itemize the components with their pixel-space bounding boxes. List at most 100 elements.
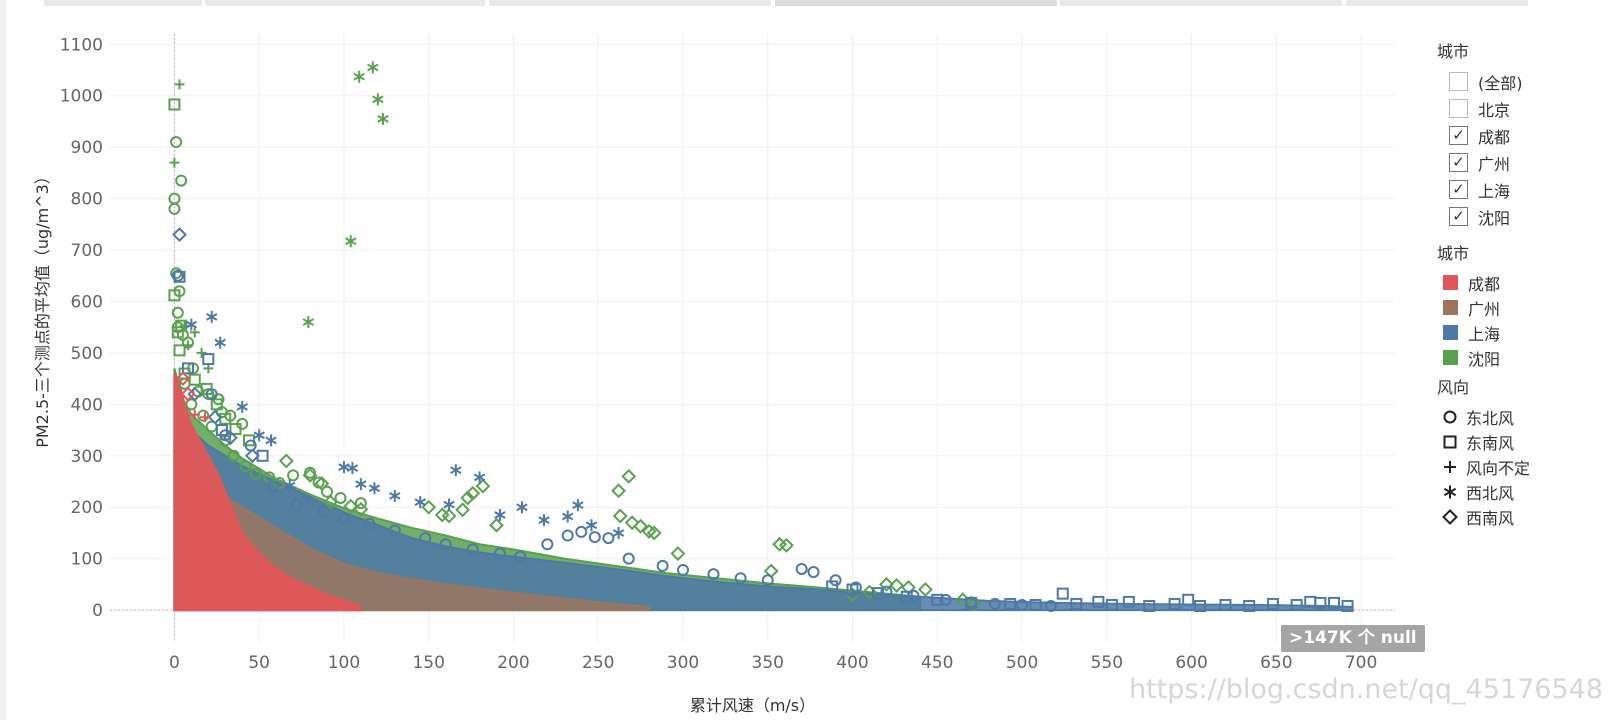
data-point[interactable] — [210, 398, 223, 411]
data-point[interactable] — [656, 559, 669, 572]
data-point[interactable] — [1105, 598, 1118, 611]
data-point[interactable] — [300, 493, 313, 506]
city-filter-item[interactable]: ✓ 上海 — [1437, 176, 1523, 203]
data-point[interactable] — [473, 471, 486, 484]
tab-segment[interactable] — [489, 0, 771, 6]
data-point[interactable] — [388, 524, 401, 537]
data-point[interactable] — [207, 409, 223, 425]
wind-shape-item[interactable]: 西北风 — [1437, 479, 1530, 504]
city-color-item[interactable]: 沈阳 — [1437, 345, 1500, 370]
data-point[interactable] — [355, 478, 367, 491]
data-point[interactable] — [889, 578, 905, 593]
data-point[interactable] — [175, 371, 191, 387]
data-point[interactable] — [377, 112, 389, 125]
data-point[interactable] — [290, 498, 303, 511]
city-color-item[interactable]: 广州 — [1437, 295, 1500, 320]
data-point[interactable] — [236, 400, 248, 413]
data-point[interactable] — [229, 423, 242, 436]
data-point[interactable] — [354, 497, 367, 510]
data-point[interactable] — [171, 326, 184, 339]
data-point[interactable] — [170, 267, 183, 280]
data-point[interactable] — [1290, 598, 1303, 611]
data-point[interactable] — [441, 508, 457, 524]
data-point[interactable] — [188, 373, 201, 386]
data-point[interactable] — [302, 467, 318, 483]
data-point[interactable] — [707, 568, 720, 581]
data-point[interactable] — [1314, 596, 1327, 609]
data-point[interactable] — [489, 517, 504, 533]
checkbox-checked-icon[interactable]: ✓ — [1449, 153, 1468, 172]
data-point[interactable] — [612, 508, 628, 524]
checkbox-checked-icon[interactable]: ✓ — [1449, 207, 1468, 226]
data-point[interactable] — [320, 485, 333, 498]
city-filter-item[interactable]: ✓ 广州 — [1437, 149, 1523, 176]
data-point[interactable] — [871, 587, 884, 600]
data-point[interactable] — [372, 93, 384, 106]
data-point[interactable] — [197, 409, 210, 422]
data-point[interactable] — [189, 327, 200, 338]
data-point[interactable] — [988, 597, 1001, 610]
data-point[interactable] — [1341, 599, 1354, 612]
data-point[interactable] — [202, 353, 215, 366]
data-point[interactable] — [414, 496, 426, 509]
data-point[interactable] — [171, 269, 184, 282]
data-point[interactable] — [337, 512, 350, 525]
data-point[interactable] — [189, 409, 200, 420]
wind-shape-item[interactable]: 东南风 — [1437, 429, 1530, 454]
data-point[interactable] — [879, 576, 894, 592]
data-point[interactable] — [826, 580, 839, 593]
data-point[interactable] — [602, 532, 615, 545]
data-point[interactable] — [646, 525, 662, 541]
data-point[interactable] — [302, 316, 315, 329]
tab-segment[interactable] — [205, 0, 485, 6]
data-point[interactable] — [1122, 595, 1135, 608]
data-point[interactable] — [622, 552, 635, 565]
data-point[interactable] — [611, 483, 626, 499]
city-filter-item[interactable]: (全部) — [1437, 68, 1523, 95]
tab-segment-active[interactable] — [775, 0, 1057, 6]
checkbox-checked-icon[interactable]: ✓ — [1449, 180, 1468, 199]
data-point[interactable] — [172, 227, 187, 243]
tab-segment[interactable] — [44, 0, 202, 6]
data-point[interactable] — [180, 386, 196, 402]
data-point[interactable] — [239, 460, 252, 473]
data-point[interactable] — [939, 593, 952, 606]
data-point[interactable] — [778, 537, 794, 553]
data-point[interactable] — [368, 482, 381, 495]
data-point[interactable] — [278, 453, 294, 469]
city-filter-item[interactable]: 北京 — [1437, 95, 1523, 122]
city-filter-item[interactable]: ✓ 成都 — [1437, 122, 1523, 149]
data-point[interactable] — [633, 518, 649, 534]
wind-shape-item[interactable]: 风向不定 — [1437, 454, 1530, 479]
wind-shape-item[interactable]: 西南风 — [1437, 504, 1530, 529]
city-filter-item[interactable]: ✓ 沈阳 — [1437, 203, 1523, 230]
data-point[interactable] — [450, 464, 462, 477]
data-point[interactable] — [168, 98, 181, 111]
data-point[interactable] — [283, 479, 296, 492]
data-point[interactable] — [1243, 599, 1256, 612]
data-point[interactable] — [880, 585, 893, 598]
data-point[interactable] — [846, 583, 859, 596]
data-point[interactable] — [346, 462, 359, 475]
data-point[interactable] — [443, 498, 455, 511]
data-point[interactable] — [1143, 599, 1156, 612]
checkbox-unchecked-icon[interactable] — [1449, 72, 1468, 91]
data-point[interactable] — [419, 532, 432, 545]
data-point[interactable] — [171, 306, 184, 319]
data-point[interactable] — [363, 517, 376, 530]
tab-segment[interactable] — [1346, 0, 1528, 6]
data-point[interactable] — [900, 590, 913, 603]
data-point[interactable] — [1168, 597, 1181, 610]
data-point[interactable] — [353, 70, 365, 83]
data-point[interactable] — [244, 448, 260, 464]
data-point[interactable] — [1327, 596, 1340, 609]
data-point[interactable] — [168, 289, 181, 302]
data-point[interactable] — [205, 388, 218, 401]
data-point[interactable] — [475, 478, 491, 494]
data-point[interactable] — [169, 157, 180, 168]
data-point[interactable] — [761, 574, 774, 587]
data-point[interactable] — [849, 581, 862, 594]
data-point[interactable] — [538, 514, 550, 527]
data-point[interactable] — [345, 235, 357, 248]
data-point[interactable] — [466, 543, 479, 556]
